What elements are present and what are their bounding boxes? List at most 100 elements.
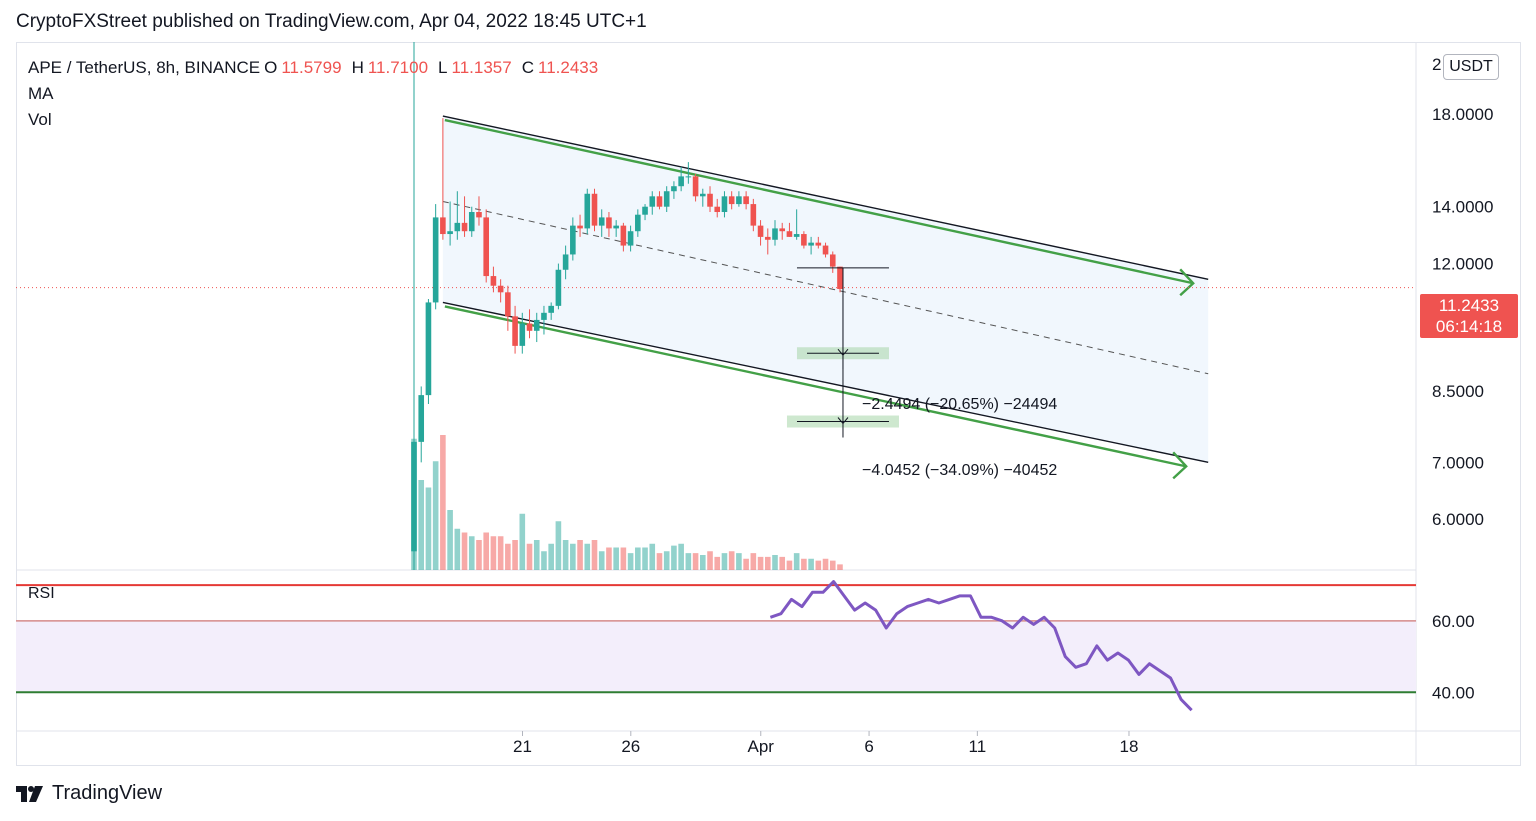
volume-bar: [606, 547, 612, 570]
rsi-band: [16, 620, 1416, 693]
candle-body: [801, 234, 807, 246]
volume-bar: [476, 540, 482, 570]
bar-countdown: 06:14:18: [1435, 317, 1503, 336]
channel-lower-line: [442, 301, 1209, 464]
volume-bar: [757, 556, 764, 570]
volume-bar: [497, 536, 504, 570]
measure-label-2: −4.0452 (−34.09%) −40452: [862, 462, 1057, 479]
candle-body: [548, 305, 554, 313]
candle-body: [512, 316, 518, 346]
volume-bar: [685, 553, 692, 570]
upper-arrow-head: [1179, 268, 1195, 297]
volume-bar: [432, 461, 439, 570]
volume-bar: [649, 543, 656, 570]
volume-bar: [620, 547, 627, 570]
volume-bar: [671, 545, 677, 570]
price-tick-label: 8.5000: [1432, 382, 1484, 401]
candle-body: [786, 231, 793, 237]
rsi-layer: 60.00 40.00: [16, 580, 1475, 712]
volume-bar: [598, 551, 605, 570]
chart-frame[interactable]: [16, 42, 1521, 766]
candle-body: [519, 323, 526, 346]
candle-body: [642, 206, 648, 215]
rsi-label[interactable]: RSI: [28, 585, 55, 602]
candle-body: [476, 212, 482, 218]
volume-bar: [707, 551, 713, 570]
volume-bar: [627, 553, 634, 570]
candle-body: [526, 323, 533, 331]
volume-bar: [570, 543, 576, 570]
time-tick-label: Apr: [748, 737, 775, 756]
time-tick-label: 11: [969, 737, 987, 756]
legend-indicator-vol[interactable]: Vol: [28, 110, 52, 129]
legend-close-label: C: [521, 58, 534, 77]
candle-body: [635, 214, 641, 232]
candle-body: [505, 292, 511, 317]
time-tick-label: 6: [864, 737, 873, 756]
volume-bar: [728, 551, 735, 570]
volume-bar: [577, 540, 583, 570]
legend-low-label: L: [438, 58, 448, 77]
candle-body: [837, 266, 843, 290]
candle-body: [570, 225, 576, 255]
candle-layer: [411, 118, 843, 552]
candle-body: [707, 193, 713, 207]
candle-body: [490, 276, 497, 286]
time-tick-label: 21: [513, 737, 532, 756]
volume-bar: [779, 556, 786, 570]
candle-body: [432, 217, 439, 303]
candle-body: [736, 196, 742, 205]
legend: APE / TetherUS, 8h, BINANCE O 11.5799 H 11.7…: [28, 55, 602, 133]
legend-close-value: 11.2433: [538, 58, 599, 77]
price-axis-top-partial: 2: [1432, 55, 1442, 74]
volume-bar: [801, 558, 807, 570]
volume-layer: [411, 435, 843, 570]
volume-bar: [555, 521, 562, 570]
volume-bar: [541, 551, 547, 570]
candle-body: [714, 206, 721, 213]
volume-bar: [700, 555, 706, 570]
candle-body: [700, 193, 706, 197]
volume-bar: [591, 540, 598, 570]
volume-bar: [454, 528, 461, 570]
volume-bar: [837, 564, 843, 570]
upper-arrow-line: [444, 118, 1194, 285]
time-axis[interactable]: 21 26 Apr 6 11 18: [513, 731, 1138, 756]
candle-body: [627, 231, 634, 246]
legend-high-value: 11.7100: [367, 58, 429, 77]
candle-body: [743, 196, 749, 205]
volume-bar: [483, 532, 489, 570]
candle-body: [793, 234, 800, 237]
legend-symbol[interactable]: APE / TetherUS, 8h, BINANCE: [28, 58, 261, 77]
rsi-tick-label: 40.00: [1432, 683, 1475, 702]
candle-body: [598, 217, 605, 226]
candle-body: [555, 269, 562, 306]
legend-open-value: 11.5799: [281, 58, 342, 77]
volume-bar: [808, 558, 814, 570]
price-tick-label: 12.0000: [1432, 255, 1493, 274]
volume-bar: [764, 556, 771, 570]
volume-bar: [584, 543, 591, 570]
candle-body: [577, 225, 583, 229]
rsi-tick-label: 60.00: [1432, 612, 1475, 631]
candle-body: [772, 228, 778, 240]
price-tick-label: 18.0000: [1432, 105, 1493, 124]
candle-body: [815, 242, 822, 246]
volume-bar: [468, 536, 475, 570]
legend-indicator-ma[interactable]: MA: [28, 84, 54, 103]
tradingview-brand[interactable]: TradingView: [16, 782, 162, 805]
volume-bar: [635, 547, 641, 570]
time-tick-label: 26: [621, 737, 640, 756]
candle-body: [483, 217, 489, 277]
currency-button[interactable]: USDT: [1443, 54, 1499, 80]
volume-bar: [663, 551, 670, 570]
candle-body: [728, 196, 735, 205]
candle-body: [808, 242, 814, 246]
publisher-line: CryptoFXStreet published on TradingView.…: [16, 11, 647, 32]
candle-body: [649, 196, 656, 207]
candle-body: [533, 319, 540, 331]
volume-bar: [505, 543, 511, 570]
volume-bar: [526, 543, 533, 570]
volume-bar: [490, 536, 497, 570]
